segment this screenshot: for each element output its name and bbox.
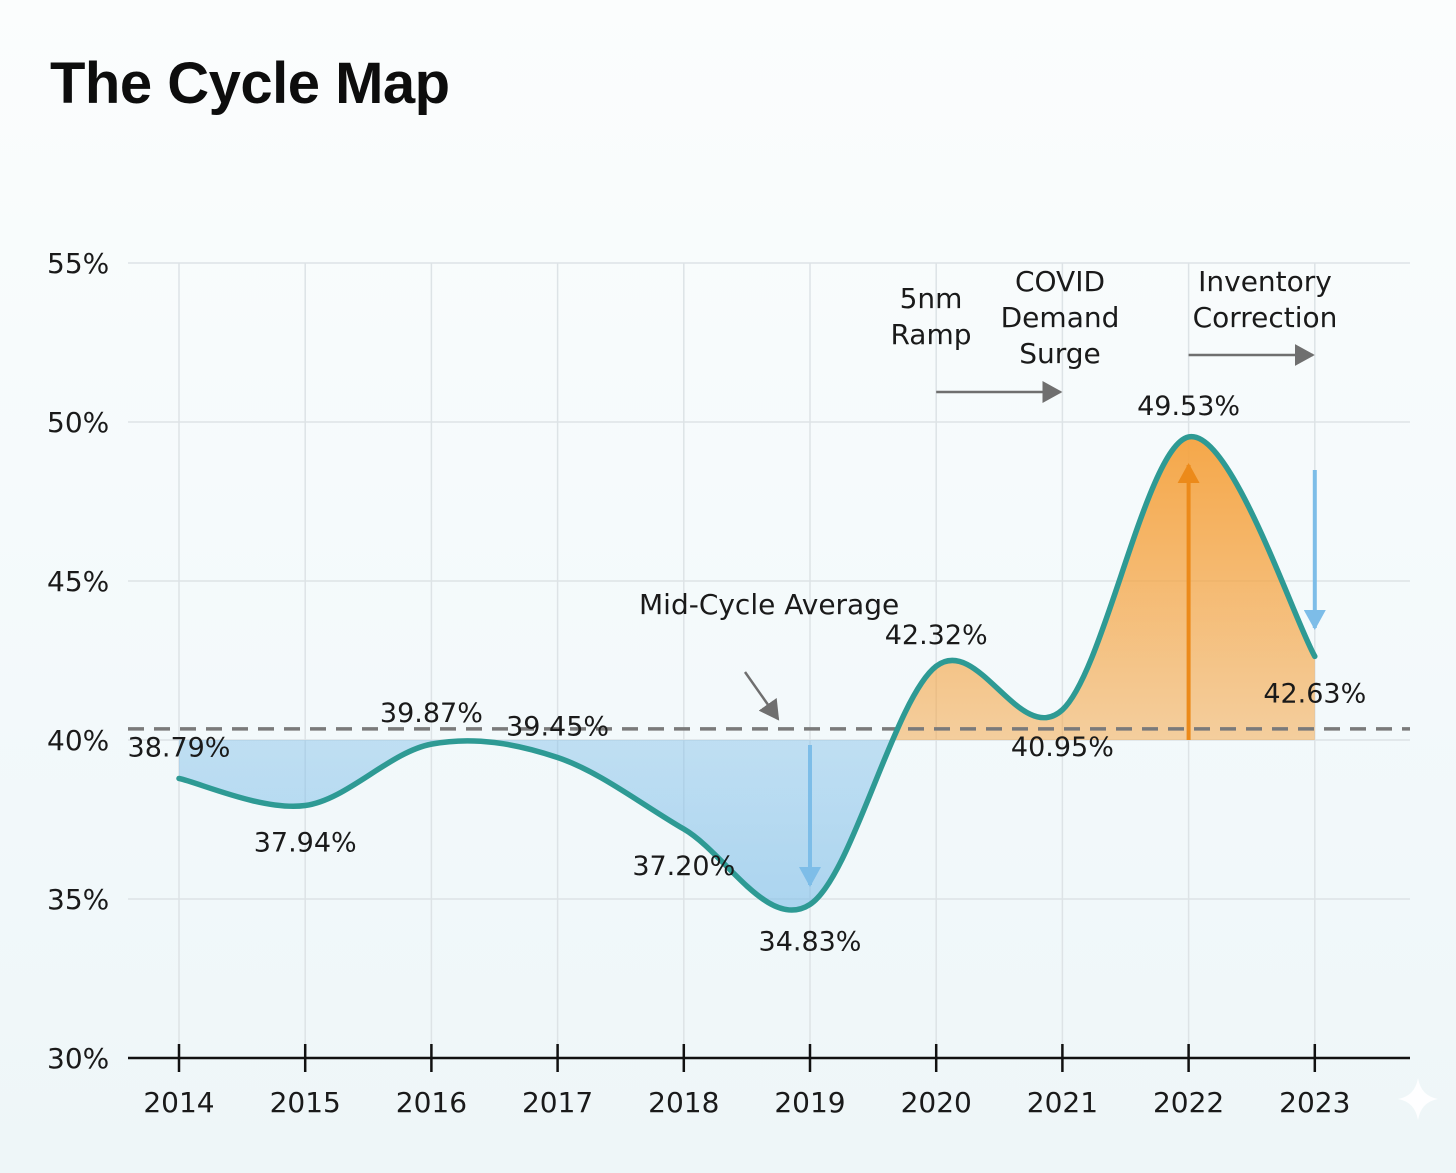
y-tick-label: 55%	[47, 247, 109, 280]
x-tick-label: 2018	[648, 1086, 719, 1119]
annotation-covid-surge: COVID Demand Surge	[1001, 265, 1120, 370]
annotation-5nm-ramp: 5nm Ramp	[890, 282, 971, 351]
mid-cycle-average-label: Mid-Cycle Average	[639, 588, 899, 621]
x-tick-label: 2022	[1153, 1086, 1224, 1119]
x-tick-label: 2017	[522, 1086, 593, 1119]
x-tick-label: 2020	[901, 1086, 972, 1119]
annotation-line: Demand	[1001, 301, 1120, 334]
y-tick-label: 35%	[47, 883, 109, 916]
data-label: 37.94%	[254, 828, 357, 859]
annotation-line: 5nm	[900, 282, 963, 315]
data-label: 42.32%	[885, 620, 988, 651]
above-baseline-area	[179, 436, 1315, 740]
data-label: 38.79%	[128, 732, 231, 763]
annotation-inventory-correction: Inventory Correction	[1193, 265, 1338, 334]
x-tick-label: 2019	[774, 1086, 845, 1119]
data-label: 37.20%	[632, 851, 735, 882]
below-baseline-area	[179, 740, 1315, 911]
data-label: 34.83%	[759, 926, 862, 957]
data-label: 49.53%	[1137, 391, 1240, 422]
y-tick-label: 50%	[47, 406, 109, 439]
y-tick-label: 30%	[47, 1042, 109, 1075]
y-tick-label: 45%	[47, 565, 109, 598]
x-tick-label: 2016	[396, 1086, 467, 1119]
annotation-line: Inventory	[1198, 265, 1332, 298]
x-tick-label: 2021	[1027, 1086, 1098, 1119]
x-tick-label: 2023	[1279, 1086, 1350, 1119]
annotation-line: Ramp	[890, 318, 971, 351]
annotation-line: Surge	[1019, 337, 1101, 370]
data-label: 39.87%	[380, 698, 483, 729]
y-tick-label: 40%	[47, 724, 109, 757]
annotation-line: COVID	[1015, 265, 1105, 298]
annotation-line: Mid-Cycle Average	[639, 588, 899, 621]
annotation-line: Correction	[1193, 301, 1338, 334]
x-tick-label: 2014	[143, 1086, 214, 1119]
x-tick-label: 2015	[270, 1086, 341, 1119]
data-label: 42.63%	[1263, 678, 1366, 709]
sparkle-icon	[1398, 1078, 1438, 1120]
chart-title: The Cycle Map	[50, 51, 450, 116]
data-label: 39.45%	[506, 711, 609, 742]
series-line	[176, 434, 1318, 913]
mid-cycle-arrow	[743, 671, 780, 721]
data-label: 40.95%	[1011, 732, 1114, 763]
